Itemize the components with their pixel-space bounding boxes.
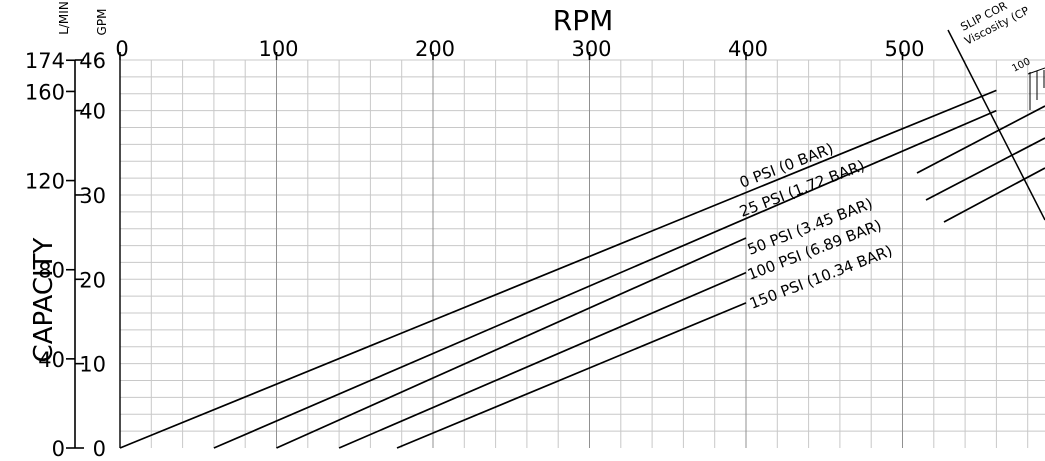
slip-segment <box>925 137 1045 201</box>
grid <box>119 59 1045 448</box>
x-tick-label: 100 <box>258 37 298 61</box>
lmin-tick-label: 0 <box>52 437 65 461</box>
x-tick-label: 200 <box>415 37 455 61</box>
y-axis-title: CAPACITY <box>29 237 59 362</box>
gpm-tick-label: 30 <box>79 184 106 208</box>
series-line <box>119 89 997 449</box>
x-tick-label: 500 <box>884 37 924 61</box>
gpm-tick-label: 46 <box>79 49 106 73</box>
series <box>119 89 1045 449</box>
slip-scale-line <box>1027 67 1045 75</box>
axes <box>66 52 904 449</box>
series-line <box>396 302 747 449</box>
series-line <box>213 109 997 449</box>
slip-panel-edge <box>947 29 1045 221</box>
lmin-tick-label: 80 <box>38 259 65 283</box>
series-line <box>276 237 747 449</box>
lmin-tick-label: 160 <box>25 80 65 104</box>
x-tick-label: 300 <box>571 37 611 61</box>
x-axis-title: RPM <box>553 4 614 37</box>
x-tick-label: 0 <box>115 37 128 61</box>
gpm-tick-label: 20 <box>79 268 106 292</box>
lmin-tick-label: 174 <box>25 49 65 73</box>
series-line <box>338 271 747 449</box>
lmin-tick-label: 40 <box>38 348 65 372</box>
x-tick-label: 400 <box>728 37 768 61</box>
gpm-tick-label: 10 <box>79 353 106 377</box>
lmin-tick-label: 120 <box>25 170 65 194</box>
gpm-tick-label: 0 <box>93 437 106 461</box>
slip-tick-label: 100 <box>1010 56 1032 74</box>
slip-segment <box>916 105 1045 174</box>
slip-segment <box>943 167 1045 223</box>
labels: 0 100 200 300 400 500 0 40 80 120 160 174 0 10 20 30 40 4… <box>25 1 925 461</box>
gpm-unit-label: GPM <box>95 9 109 36</box>
gpm-tick-label: 40 <box>79 100 106 124</box>
lmin-unit-label: L/MIN <box>57 1 71 35</box>
